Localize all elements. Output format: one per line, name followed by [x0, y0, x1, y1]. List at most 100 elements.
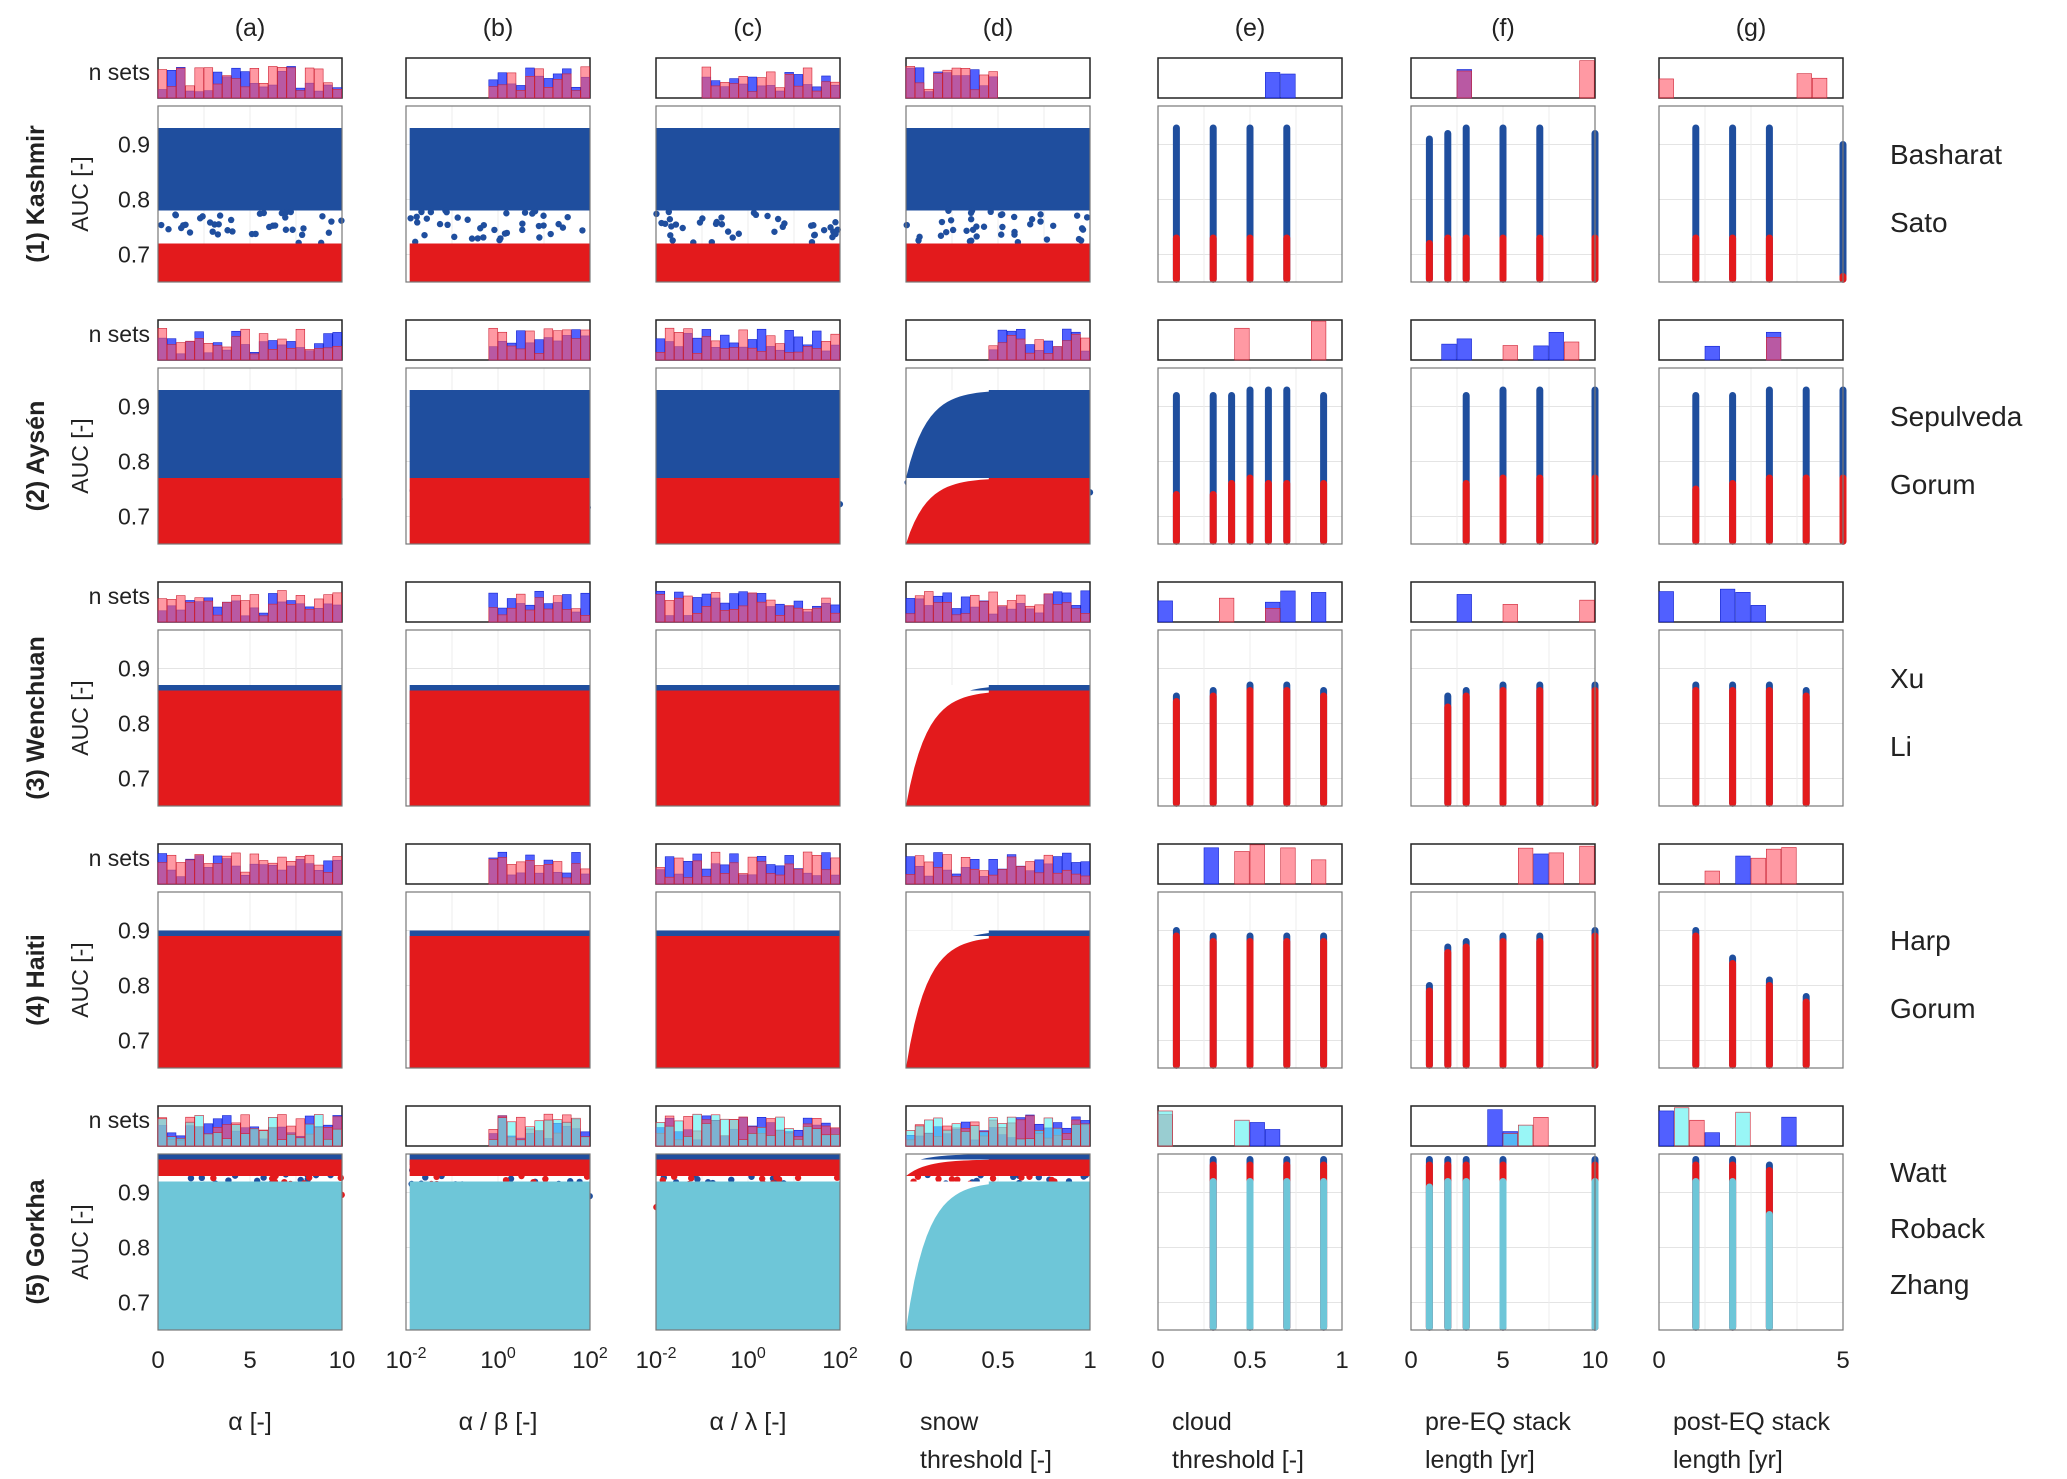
hist-bar — [1579, 60, 1595, 99]
hist-bar — [664, 600, 675, 623]
hist-bar — [802, 608, 813, 623]
hist-bar — [674, 332, 684, 361]
auc-point — [672, 221, 680, 228]
hist-bar — [1796, 73, 1812, 99]
auc-point — [989, 1175, 997, 1182]
hist-bar — [664, 327, 675, 361]
hist-bar — [766, 873, 776, 885]
hist-bar — [1502, 1133, 1518, 1147]
hist-bar — [194, 597, 204, 623]
auc-point — [328, 218, 335, 225]
hist-bar — [222, 855, 232, 885]
y-axis-label: AUC [-] — [67, 1204, 93, 1279]
auc-point — [666, 216, 674, 223]
auc-band — [656, 478, 840, 544]
hist-bar — [1062, 340, 1072, 361]
hist-bar — [258, 1130, 269, 1147]
hist-bar — [488, 327, 498, 361]
auc-band — [158, 390, 342, 478]
hist-bar — [942, 1129, 952, 1147]
auc-point — [480, 221, 488, 229]
hist-bar — [1280, 590, 1296, 623]
auc-point — [915, 237, 922, 244]
auc-band — [656, 690, 840, 806]
hist-bar — [277, 1139, 287, 1147]
hist-bar — [692, 1113, 702, 1147]
auc-point — [694, 1176, 701, 1183]
axes-box — [157, 1153, 343, 1331]
auc-point — [1026, 1173, 1033, 1180]
y-tick-label: 0.7 — [118, 242, 150, 268]
hist-bar — [1071, 608, 1081, 623]
hist-bar — [488, 86, 498, 99]
hist-bar — [552, 595, 563, 623]
auc-point — [1050, 222, 1057, 229]
auc-point — [833, 1174, 841, 1181]
subplot — [1658, 57, 1847, 283]
hist-bar — [525, 330, 535, 361]
auc-point — [418, 208, 425, 216]
hist-bar — [571, 863, 581, 885]
hist-bar — [960, 1131, 971, 1147]
x-axis-label: cloud — [1172, 1408, 1232, 1436]
hist-bar — [185, 601, 195, 623]
axes-box — [655, 1153, 841, 1331]
hist-bar — [710, 85, 721, 99]
auc-band — [409, 390, 590, 478]
hist-bar — [231, 852, 241, 885]
hist-bar — [516, 90, 526, 99]
hist-bar — [960, 613, 971, 623]
auc-point — [283, 208, 290, 216]
auc-point — [518, 1172, 525, 1180]
hist-bar — [701, 336, 712, 361]
hist-bar — [905, 613, 916, 623]
auc-point — [583, 1173, 591, 1180]
hist-bar — [304, 1123, 315, 1147]
hist-bar — [1750, 605, 1766, 623]
auc-point — [559, 224, 567, 231]
axes-box — [655, 105, 841, 283]
hist-bar — [738, 873, 748, 885]
axes-box — [1410, 629, 1596, 807]
x-tick-label: 0 — [151, 1347, 164, 1374]
hist-bar — [692, 860, 702, 885]
x-axis-label: α [-] — [228, 1408, 272, 1436]
auc-point — [187, 1175, 195, 1182]
axes-box — [1157, 105, 1343, 283]
auc-point — [427, 208, 435, 216]
auc-band — [409, 936, 590, 1068]
hist-bar — [710, 340, 721, 361]
hist-bar — [1080, 613, 1090, 623]
y-tick-label: 0.7 — [118, 1290, 150, 1316]
auc-point — [547, 230, 554, 238]
auc-ramp-mask — [906, 690, 989, 806]
hist-bar — [157, 598, 168, 623]
legend-entry: Li — [1890, 731, 1912, 762]
hist-bar — [1280, 847, 1296, 885]
auc-band — [656, 243, 840, 282]
axes-box — [905, 367, 1091, 545]
auc-band — [656, 128, 840, 211]
hist-bar — [314, 68, 324, 99]
hist-bar — [249, 353, 260, 361]
hist-bar — [203, 863, 214, 885]
hist-bar — [194, 1115, 204, 1147]
hist-bar — [738, 76, 748, 99]
hist-bar — [332, 592, 342, 623]
y-tick-label: 0.9 — [118, 132, 150, 158]
hist-bar — [1203, 847, 1219, 885]
hist-bar — [231, 336, 241, 361]
hist-bar — [1720, 588, 1736, 623]
hist-bar — [1234, 327, 1250, 361]
auc-point — [531, 208, 539, 215]
hist-bar — [1071, 873, 1081, 885]
hist-bar — [914, 1125, 925, 1147]
hist-bar — [784, 73, 794, 99]
auc-point — [810, 222, 817, 229]
axes-box — [1157, 891, 1343, 1069]
subplot — [1157, 843, 1343, 1069]
y-tick-label: 0.9 — [118, 918, 150, 944]
auc-point — [413, 213, 420, 221]
hist-bar — [1689, 1119, 1705, 1147]
hist-bar — [1080, 1123, 1090, 1147]
